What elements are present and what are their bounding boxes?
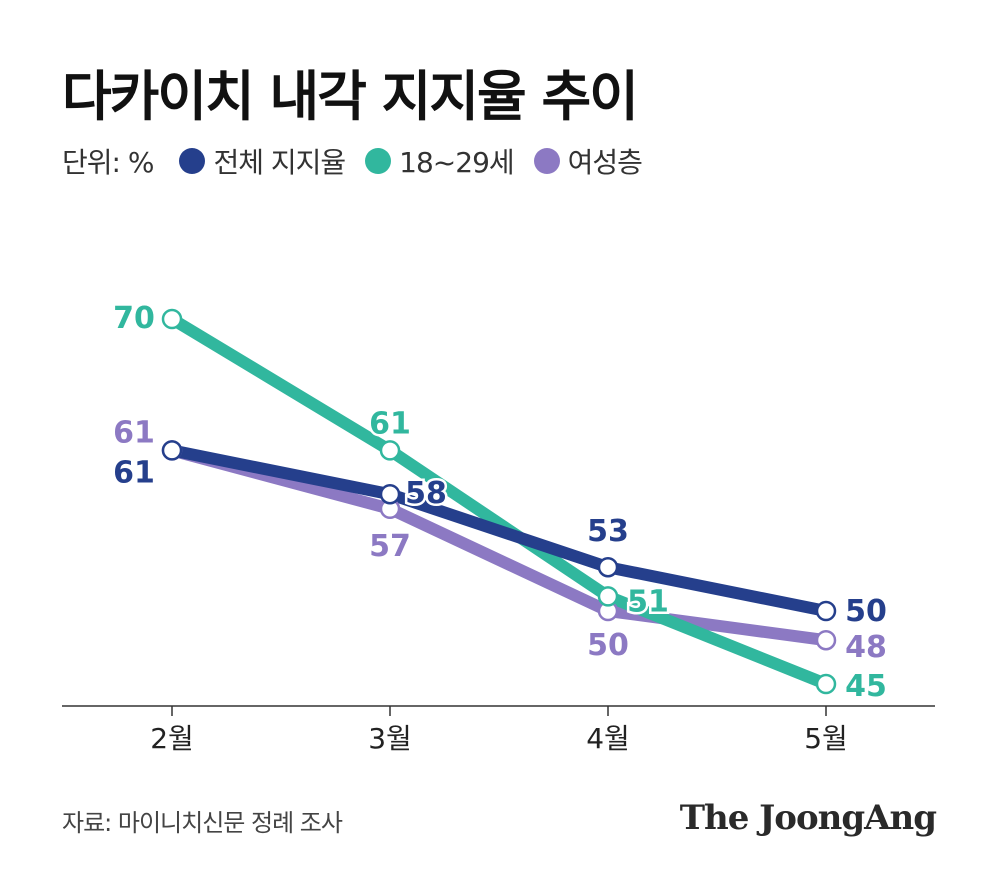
x-tick-label: 5월 — [804, 722, 848, 755]
legend-dot-youth — [365, 148, 392, 174]
data-label: 58 — [405, 476, 447, 511]
legend-item-total: 전체 지지율 — [179, 141, 346, 181]
legend-dot-total — [179, 148, 206, 174]
data-point — [379, 440, 401, 461]
data-label: 57 — [369, 529, 411, 564]
x-tick-label: 4월 — [586, 722, 630, 755]
data-point — [815, 673, 837, 695]
x-tick-label: 2월 — [150, 722, 194, 755]
data-point — [161, 308, 183, 330]
data-point — [597, 556, 619, 578]
data-label: 61 — [113, 455, 155, 490]
legend: 단위: % 전체 지지율 18~29세 여성층 — [62, 143, 662, 179]
data-label: 61 — [113, 415, 155, 450]
legend-label-total: 전체 지지율 — [213, 146, 346, 179]
data-label: 48 — [845, 630, 887, 665]
data-label: 50 — [845, 594, 887, 629]
legend-label-women: 여성층 — [567, 146, 643, 179]
series-line — [166, 444, 832, 647]
legend-item-women: 여성층 — [533, 141, 643, 181]
data-point — [815, 629, 837, 651]
data-label: 61 — [369, 406, 411, 441]
legend-dot-women — [533, 148, 560, 174]
source-note: 자료: 마이니치신문 정례 조사 — [62, 809, 343, 837]
data-label: 45 — [845, 669, 887, 704]
data-label: 51 — [627, 584, 669, 619]
data-point — [815, 600, 837, 622]
data-point — [161, 440, 183, 461]
data-point — [379, 483, 401, 505]
unit-label: 단위: % — [62, 146, 154, 179]
legend-label-youth: 18~29세 — [399, 146, 514, 179]
series-line — [166, 444, 832, 617]
data-label: 53 — [587, 514, 629, 549]
legend-item-youth: 18~29세 — [365, 141, 515, 181]
series-line — [166, 313, 832, 690]
chart-title: 다카이치 내각 지지율 추이 — [62, 65, 639, 128]
data-point — [597, 586, 619, 607]
brand-logo: The JoongAng — [679, 798, 937, 838]
data-label: 70 — [113, 301, 155, 336]
data-label: 50 — [587, 628, 629, 663]
x-tick-label: 3월 — [368, 722, 412, 755]
